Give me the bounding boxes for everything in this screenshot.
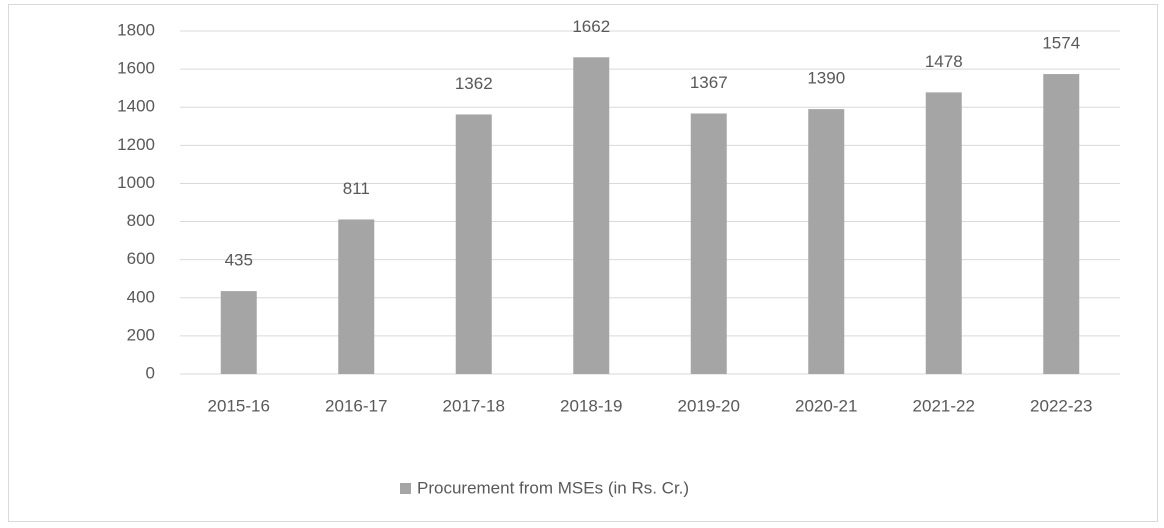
x-tick-label: 2018-19 xyxy=(560,396,622,415)
data-label: 1478 xyxy=(925,52,963,71)
bar xyxy=(338,219,375,374)
y-tick-label: 1200 xyxy=(117,135,155,154)
data-label: 1362 xyxy=(455,74,493,93)
y-tick-label: 400 xyxy=(127,287,155,306)
bar xyxy=(690,113,727,374)
y-tick-label: 0 xyxy=(146,363,155,382)
data-label: 1662 xyxy=(572,17,610,36)
data-label: 1574 xyxy=(1042,34,1080,53)
data-label: 435 xyxy=(225,251,253,270)
y-tick-label: 1800 xyxy=(117,20,155,39)
data-label: 1367 xyxy=(690,73,728,92)
y-tick-label: 1400 xyxy=(117,97,155,116)
legend-swatch xyxy=(400,483,411,494)
y-tick-label: 600 xyxy=(127,249,155,268)
data-label: 1390 xyxy=(807,69,845,88)
bar xyxy=(1043,74,1080,374)
bar xyxy=(925,92,962,374)
y-tick-label: 200 xyxy=(127,325,155,344)
y-tick-label: 1000 xyxy=(117,173,155,192)
x-tick-label: 2015-16 xyxy=(208,396,270,415)
y-tick-label: 800 xyxy=(127,211,155,230)
bar xyxy=(455,114,492,375)
x-tick-label: 2019-20 xyxy=(678,396,740,415)
x-tick-label: 2022-23 xyxy=(1030,396,1092,415)
legend-label: Procurement from MSEs (in Rs. Cr.) xyxy=(417,478,689,497)
bar xyxy=(573,57,610,375)
bar xyxy=(808,109,845,374)
x-tick-label: 2021-22 xyxy=(913,396,975,415)
data-label: 811 xyxy=(343,179,370,198)
y-tick-label: 1600 xyxy=(117,59,155,78)
x-tick-label: 2016-17 xyxy=(325,396,387,415)
x-tick-label: 2017-18 xyxy=(443,396,505,415)
x-tick-label: 2020-21 xyxy=(795,396,857,415)
bar xyxy=(220,291,257,374)
